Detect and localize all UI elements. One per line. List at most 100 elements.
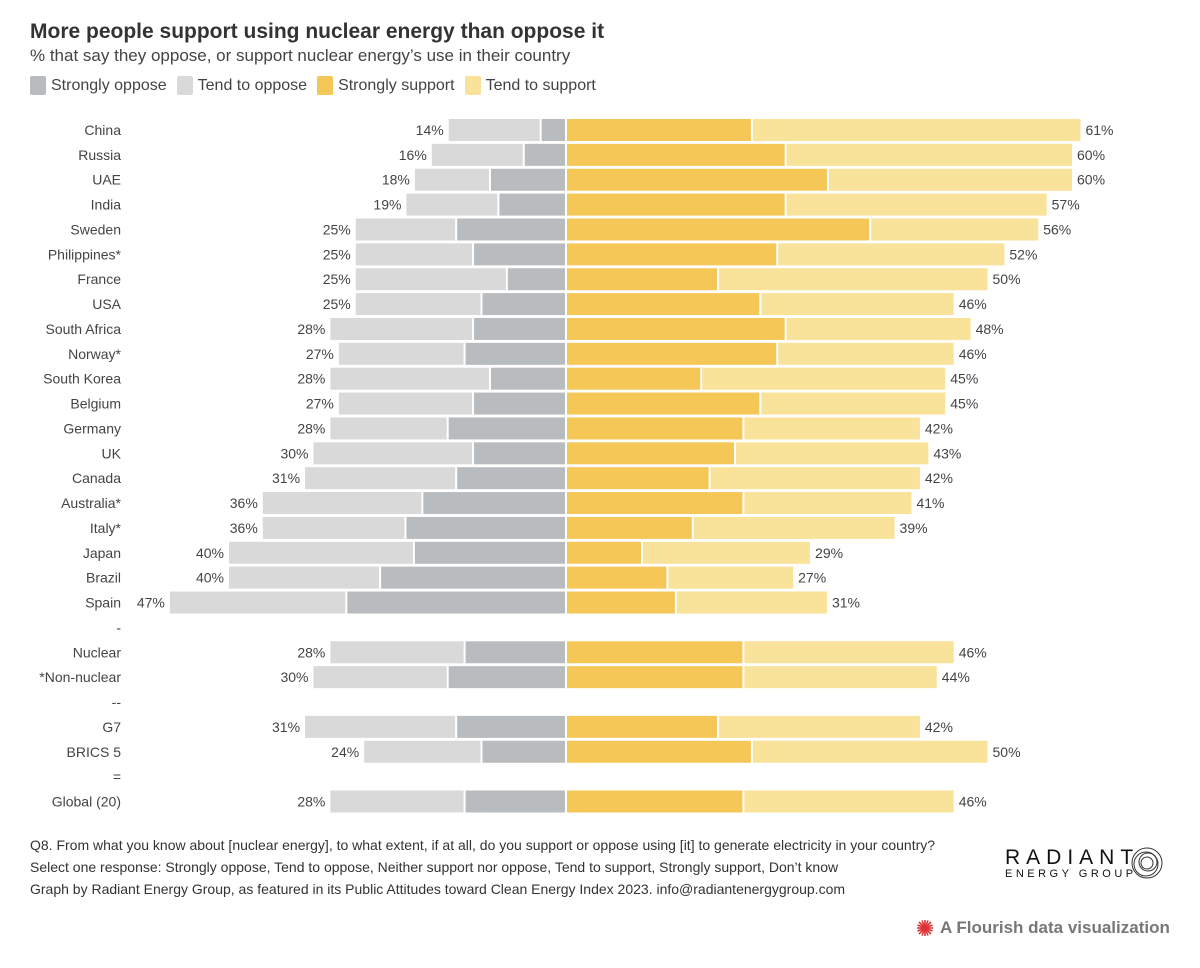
oppose-total-label: 40%: [196, 570, 224, 586]
bar-tend-to-oppose: [330, 641, 464, 664]
radiant-logo: RADIANT ENERGY GROUP: [1005, 846, 1163, 880]
bar-tend-to-oppose: [355, 243, 473, 266]
bar-strongly-support: [567, 492, 743, 515]
category-label: Japan: [83, 545, 121, 561]
bar-strongly-support: [567, 268, 718, 291]
legend-label: Strongly support: [338, 76, 455, 94]
bar-strongly-oppose: [457, 715, 565, 738]
bar-tend-to-oppose: [338, 342, 464, 365]
category-label: Italy*: [90, 520, 122, 536]
legend-item-tend-support[interactable]: Tend to support: [464, 76, 596, 95]
category-label: China: [84, 122, 121, 138]
bar-strongly-oppose: [381, 566, 565, 589]
bar-strongly-support: [567, 392, 760, 415]
bar-tend-to-oppose: [330, 367, 489, 390]
oppose-total-label: 28%: [297, 321, 325, 337]
bar-tend-to-oppose: [355, 218, 456, 241]
bar-tend-to-support: [736, 442, 929, 465]
bar-tend-to-support: [744, 417, 920, 440]
bar-tend-to-oppose: [262, 516, 405, 539]
bar-strongly-oppose: [448, 666, 565, 689]
flourish-credit[interactable]: A Flourish data visualization: [916, 918, 1170, 938]
bar-tend-to-support: [744, 641, 954, 664]
footer-responses: Select one response: Strongly oppose, Te…: [30, 859, 839, 875]
oppose-total-label: 27%: [306, 396, 334, 412]
support-total-label: 46%: [959, 793, 987, 809]
bar-strongly-support: [567, 317, 785, 340]
bar-strongly-support: [567, 467, 709, 490]
bar-strongly-oppose: [507, 268, 565, 291]
bar-strongly-support: [567, 715, 718, 738]
support-total-label: 60%: [1077, 172, 1105, 188]
legend-item-strongly-oppose[interactable]: Strongly oppose: [30, 76, 167, 95]
oppose-total-label: 40%: [196, 545, 224, 561]
bar-strongly-oppose: [482, 740, 565, 763]
oppose-total-label: 18%: [382, 172, 410, 188]
bar-tend-to-oppose: [330, 790, 464, 813]
logo-subtext: ENERGY GROUP: [1005, 868, 1137, 880]
support-total-label: 27%: [798, 570, 826, 586]
support-total-label: 42%: [925, 719, 953, 735]
support-total-label: 42%: [925, 470, 953, 486]
support-total-label: 56%: [1043, 221, 1071, 237]
oppose-total-label: 31%: [272, 470, 300, 486]
bar-strongly-support: [567, 367, 701, 390]
bar-tend-to-oppose: [414, 168, 489, 191]
bar-tend-to-support: [752, 119, 1081, 141]
bar-strongly-oppose: [499, 193, 565, 216]
legend-label: Strongly oppose: [51, 76, 167, 94]
logo-rings-icon: [1131, 847, 1163, 879]
bar-strongly-support: [567, 641, 743, 664]
legend-label: Tend to oppose: [197, 76, 308, 94]
legend-item-tend-oppose[interactable]: Tend to oppose: [176, 76, 308, 95]
bar-strongly-support: [567, 193, 785, 216]
bar-tend-to-support: [761, 293, 954, 316]
bar-tend-to-oppose: [448, 119, 540, 141]
support-total-label: 45%: [950, 371, 978, 387]
support-total-label: 50%: [993, 271, 1021, 287]
bar-strongly-oppose: [457, 467, 565, 490]
bar-tend-to-oppose: [338, 392, 473, 415]
oppose-total-label: 30%: [280, 669, 308, 685]
bar-strongly-oppose: [465, 342, 565, 365]
bar-strongly-support: [567, 740, 751, 763]
oppose-total-label: 19%: [373, 197, 401, 213]
support-total-label: 43%: [933, 445, 961, 461]
category-label: Sweden: [70, 221, 121, 237]
support-total-label: 46%: [959, 644, 987, 660]
oppose-total-label: 31%: [272, 719, 300, 735]
support-total-label: 50%: [993, 744, 1021, 760]
bar-strongly-oppose: [465, 641, 565, 664]
bar-strongly-oppose: [465, 790, 565, 813]
bar-tend-to-oppose: [330, 417, 447, 440]
support-total-label: 44%: [942, 669, 970, 685]
bar-strongly-support: [567, 417, 743, 440]
bar-tend-to-oppose: [313, 666, 447, 689]
oppose-total-label: 30%: [280, 445, 308, 461]
support-total-label: 42%: [925, 420, 953, 436]
bar-tend-to-support: [719, 715, 920, 738]
bar-strongly-support: [567, 293, 760, 316]
legend-item-strongly-support[interactable]: Strongly support: [317, 76, 455, 95]
bar-tend-to-support: [710, 467, 920, 490]
bar-tend-to-oppose: [262, 492, 422, 515]
bar-tend-to-support: [744, 790, 954, 813]
support-total-label: 57%: [1052, 197, 1080, 213]
oppose-total-label: 28%: [297, 420, 325, 436]
category-label: UAE: [92, 172, 121, 188]
flourish-text: A Flourish data visualization: [940, 918, 1170, 937]
bar-strongly-support: [567, 790, 743, 813]
category-label: USA: [92, 296, 121, 312]
bar-tend-to-support: [871, 218, 1039, 241]
bar-strongly-oppose: [482, 293, 565, 316]
category-label: Global (20): [52, 793, 121, 809]
bar-tend-to-support: [693, 516, 895, 539]
oppose-total-label: 36%: [230, 495, 258, 511]
bar-strongly-support: [567, 516, 692, 539]
bar-tend-to-oppose: [229, 566, 380, 589]
category-label: Germany: [63, 420, 121, 436]
bar-strongly-support: [567, 168, 827, 191]
bar-strongly-oppose: [490, 168, 565, 191]
category-label: France: [77, 271, 121, 287]
category-label: *Non-nuclear: [39, 669, 121, 685]
